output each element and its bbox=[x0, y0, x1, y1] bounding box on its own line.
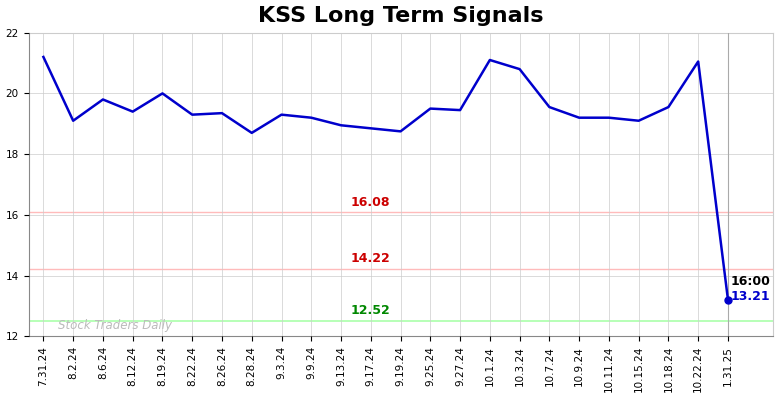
Text: 13.21: 13.21 bbox=[731, 290, 771, 303]
Point bbox=[722, 297, 735, 303]
Text: 16:00: 16:00 bbox=[731, 275, 771, 288]
Title: KSS Long Term Signals: KSS Long Term Signals bbox=[258, 6, 543, 25]
Text: 14.22: 14.22 bbox=[351, 252, 390, 265]
Text: 12.52: 12.52 bbox=[351, 304, 390, 317]
Text: Stock Traders Daily: Stock Traders Daily bbox=[58, 319, 172, 332]
Text: 16.08: 16.08 bbox=[351, 196, 390, 209]
